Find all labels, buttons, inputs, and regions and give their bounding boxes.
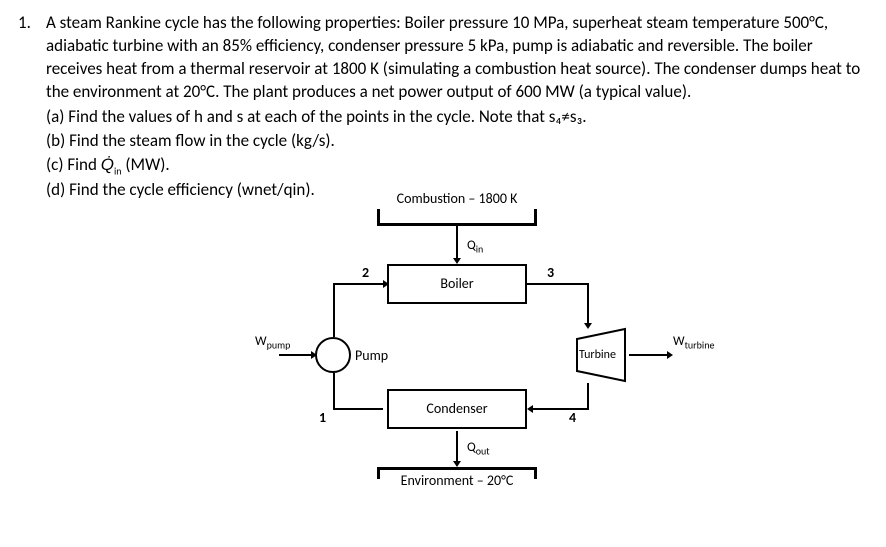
qout-label: Qout (467, 439, 490, 458)
part-c-subscript: in (114, 164, 122, 177)
qout-text: Q (467, 440, 476, 455)
boiler-label: Boiler (440, 275, 473, 294)
qin-arrow (456, 224, 458, 258)
qin-sub: in (476, 243, 484, 256)
condenser-box: Condenser (387, 389, 527, 429)
wturbine-text: W (673, 334, 685, 349)
wpump-sub: pump (267, 339, 291, 352)
qin-text: Q (467, 238, 476, 253)
point-3: 3 (547, 264, 554, 283)
line-turbine-to-4 (587, 383, 589, 409)
condenser-label: Condenser (426, 400, 487, 419)
boiler-box: Boiler (387, 264, 527, 304)
line-4-to-condenser (533, 408, 589, 410)
part-c-prefix: (c) Find (46, 154, 101, 175)
point-4: 4 (569, 409, 576, 428)
problem-number: 1. (18, 12, 46, 489)
part-c-suffix: (MW). (122, 154, 170, 175)
qin-label: Qin (467, 237, 483, 256)
part-c-variable: Q̇ (101, 154, 114, 175)
point-2: 2 (362, 264, 369, 283)
cycle-diagram: Combustion – 1800 K Qin Boiler 2 3 Pump … (207, 209, 707, 489)
problem-content: A steam Rankine cycle has the following … (46, 12, 868, 489)
point-1: 1 (319, 409, 326, 428)
wturbine-sub: turbine (685, 339, 715, 352)
combustion-label: Combustion – 1800 K (397, 190, 518, 207)
problem-main-text: A steam Rankine cycle has the following … (46, 12, 868, 104)
problem-part-a: (a) Find the values of h and s at each o… (46, 106, 868, 129)
line-pump-to-2 (333, 283, 335, 337)
qout-arrow (456, 431, 458, 461)
problem-container: 1. A steam Rankine cycle has the followi… (18, 12, 868, 489)
environment-reservoir: Environment – 20°C (377, 467, 537, 479)
line-1-to-pump (333, 373, 335, 409)
turbine-label: Turbine (579, 347, 616, 363)
problem-part-c: (c) Find Q̇in (MW). (46, 154, 868, 178)
wturbine-arrow (629, 354, 667, 356)
wpump-arrow (279, 354, 311, 356)
qout-sub: out (476, 445, 490, 458)
problem-part-b: (b) Find the steam flow in the cycle (kg… (46, 130, 868, 153)
wpump-text: W (255, 334, 267, 349)
environment-label: Environment – 20°C (401, 472, 514, 489)
wturbine-label: Wturbine (673, 333, 714, 352)
wpump-label: Wpump (255, 333, 290, 352)
line-boiler-to-3 (527, 283, 589, 285)
arrow-into-turbine (587, 317, 589, 323)
pump-label: Pump (355, 347, 388, 366)
pump-circle (315, 337, 351, 373)
arrow-into-boiler (375, 283, 383, 285)
line-condenser-to-1 (333, 408, 383, 410)
